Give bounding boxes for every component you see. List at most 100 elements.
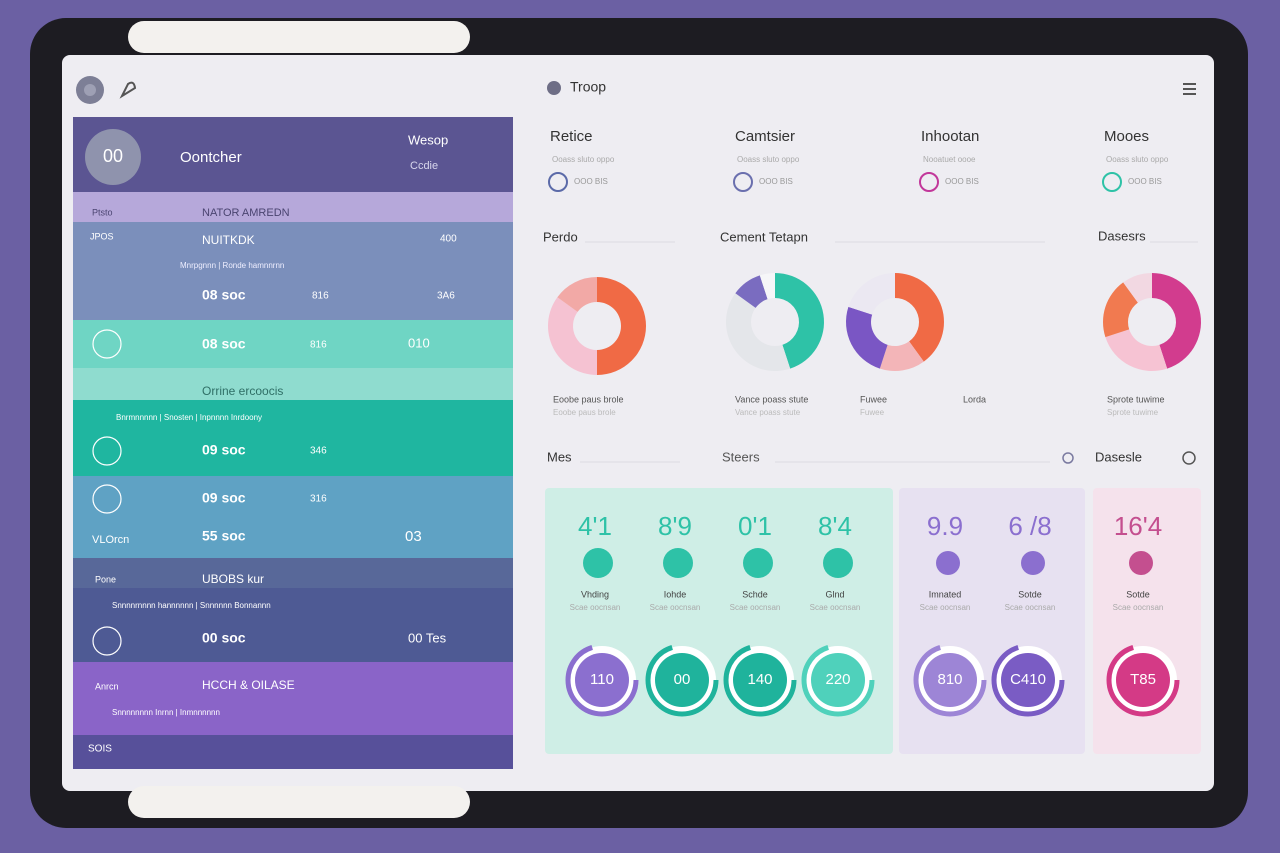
panel-name: Oontcher — [180, 149, 242, 166]
donut-segment — [557, 277, 597, 312]
panel-right-sub: Ccdie — [410, 160, 438, 172]
metric-value: 8'9 — [658, 511, 692, 541]
band — [73, 558, 513, 588]
chart-caption: Vance poass stute — [735, 394, 808, 404]
stat-badge: OOO BIS — [759, 177, 793, 186]
metric-label: Imnated — [929, 589, 962, 599]
band — [73, 192, 513, 222]
panel-text: 09 soc — [202, 490, 246, 506]
menu-icon[interactable] — [1183, 83, 1196, 95]
stat-title: Camtsier — [735, 128, 795, 145]
metric-dot — [1021, 551, 1045, 575]
panel-text: Orrine ercoocis — [202, 384, 283, 398]
stylus-bottom — [128, 786, 470, 818]
stylus-top — [128, 21, 470, 53]
panel-text: 816 — [310, 340, 327, 351]
donut-segment — [895, 273, 944, 362]
metric-dot — [743, 548, 773, 578]
band — [73, 476, 513, 558]
panel-text: 00 soc — [202, 630, 246, 646]
app-title: Troop — [570, 79, 606, 95]
edit-icon[interactable] — [119, 81, 137, 99]
stat-sub: Ooass sluto oppo — [1106, 155, 1169, 164]
stat-badge-ring — [919, 172, 939, 192]
panel-text: 03 — [405, 528, 422, 545]
gauge-label: 110 — [590, 671, 614, 688]
panel-text: VLOrcn — [92, 534, 129, 546]
metric-dot — [663, 548, 693, 578]
stat-badge: OOO BIS — [1128, 177, 1162, 186]
metric-dot — [1129, 551, 1153, 575]
metric-dot — [936, 551, 960, 575]
panel-header — [73, 117, 513, 192]
metric-sub: Scae oocnsan — [920, 603, 971, 612]
donut-segment — [1103, 282, 1138, 338]
donut-segment — [1152, 273, 1201, 369]
band — [73, 222, 513, 320]
chart-caption-sub: Fuwee — [860, 408, 885, 417]
panel-text: 346 — [310, 446, 327, 457]
chart-caption-sub: Eoobe paus brole — [553, 408, 616, 417]
panel-text: Pone — [95, 574, 116, 584]
row-icon — [92, 484, 122, 514]
panel-text: NUITKDK — [202, 233, 255, 247]
stat-badge: OOO BIS — [945, 177, 979, 186]
avatar-dot — [84, 84, 96, 96]
chart-caption: Fuwee — [860, 394, 887, 404]
metric-value: 16'4 — [1114, 511, 1162, 541]
metric-sub: Scae oocnsan — [650, 603, 701, 612]
gauge-label: 810 — [937, 671, 962, 688]
stat-sub: Ooass sluto oppo — [737, 155, 800, 164]
metric-dot — [823, 548, 853, 578]
gauge-label: C410 — [1010, 671, 1046, 688]
gauge-label: 00 — [674, 671, 691, 688]
gauge-core — [1116, 653, 1170, 707]
stat-title: Mooes — [1104, 128, 1149, 145]
metric-sub: Scae oocnsan — [810, 603, 861, 612]
metric-label: Iohde — [664, 589, 687, 599]
section-title: Perdo — [543, 229, 578, 244]
panel-text: 400 — [440, 234, 457, 245]
panel-text: HCCH & OILASE — [202, 678, 295, 692]
gauge-core — [655, 653, 709, 707]
section-title: Dasesle — [1095, 449, 1142, 464]
band — [73, 735, 513, 769]
left-panel — [73, 117, 513, 769]
toggle-icon[interactable] — [1062, 452, 1074, 464]
donut-segment — [597, 277, 647, 375]
panel-text: 09 soc — [202, 442, 246, 458]
stat-sub: Ooass sluto oppo — [552, 155, 615, 164]
panel-text: 08 soc — [202, 336, 246, 352]
metric-value: 8'4 — [818, 511, 852, 541]
section-title: Mes — [547, 449, 572, 464]
metric-sub: Scae oocnsan — [1113, 603, 1164, 612]
header-icon — [547, 81, 561, 95]
band — [73, 368, 513, 400]
row-icon — [92, 329, 122, 359]
chart-caption-sub: Sprote tuwime — [1107, 408, 1159, 417]
settings-icon[interactable] — [1182, 451, 1196, 465]
metric-value: 4'1 — [578, 511, 612, 541]
gauge-core — [1001, 653, 1055, 707]
band — [73, 320, 513, 368]
panel-text: 08 soc — [202, 287, 246, 303]
metric-label: Glnd — [825, 589, 844, 599]
panel-text: NATOR AMREDN — [202, 207, 290, 219]
donut-segment — [775, 273, 824, 369]
gauge-core — [575, 653, 629, 707]
metric-sub: Scae oocnsan — [570, 603, 621, 612]
gauge-label: T85 — [1130, 671, 1156, 688]
stat-sub: Nooatuet oooe — [923, 155, 976, 164]
stat-title: Retice — [550, 128, 593, 145]
section-title: Cement Tetapn — [720, 229, 808, 244]
panel-right-title: Wesop — [408, 132, 448, 147]
avatar-text: 00 — [103, 146, 123, 166]
panel-text: 55 soc — [202, 528, 246, 544]
metric-value: 9.9 — [927, 511, 963, 541]
chart-caption: Eoobe paus brole — [553, 394, 624, 404]
panel-text: Bnrmnnnnn | Snosten | Inpnnnn Inrdoony — [116, 413, 262, 422]
metric-dot — [583, 548, 613, 578]
gauge-label: 140 — [747, 671, 772, 688]
